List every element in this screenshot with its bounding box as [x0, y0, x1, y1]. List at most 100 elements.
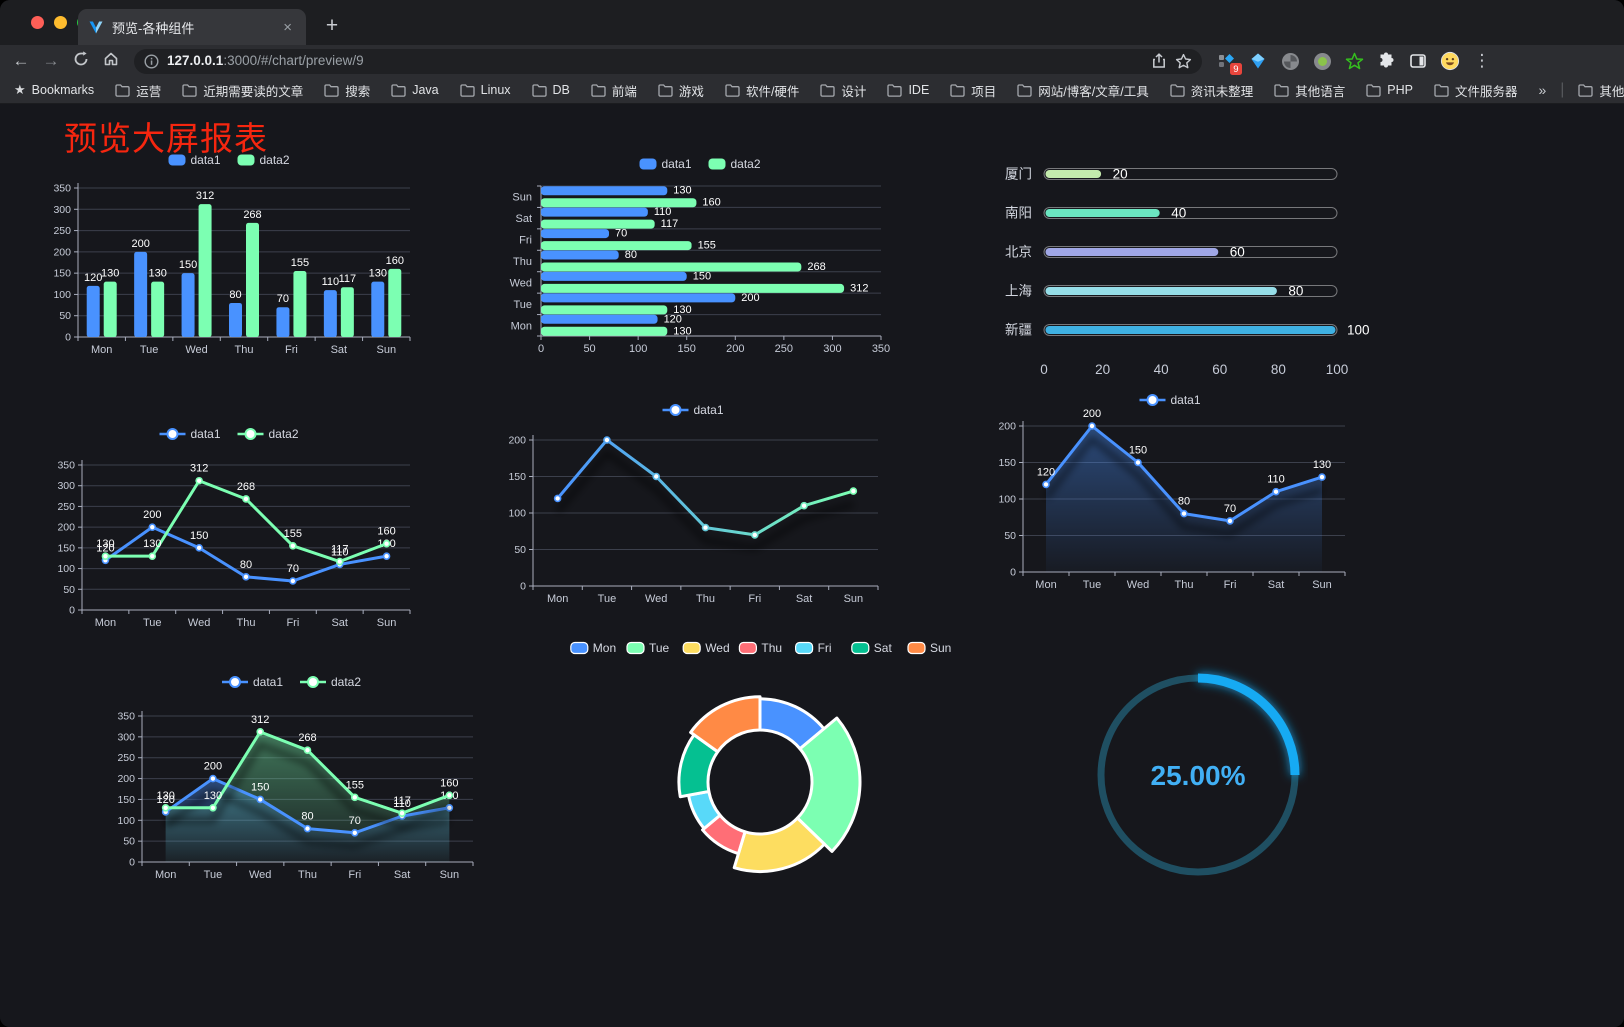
svg-text:Sun: Sun	[440, 869, 460, 881]
area-line-chart[interactable]: 0 50 100 150 200 Mon Tue Wed Thu Fri Sat Sun 120 200 1…	[985, 386, 1357, 600]
svg-text:Sat: Sat	[796, 593, 813, 605]
dashboard-content: 预览大屏报表 0 50 100 150 200 250 300 350 Mon Tue Wed Thu…	[0, 104, 1624, 1027]
svg-text:60: 60	[1230, 245, 1245, 260]
svg-text:200: 200	[726, 343, 744, 355]
grid-extension-icon[interactable]: 9	[1216, 51, 1242, 75]
bookmark-folder[interactable]: 软件/硬件	[725, 81, 799, 100]
svg-text:Wed: Wed	[705, 641, 729, 655]
bookmark-folder[interactable]: Linux	[459, 81, 511, 100]
new-tab-button[interactable]: +	[325, 14, 339, 37]
folder-icon	[658, 83, 673, 97]
svg-text:Mon: Mon	[1035, 579, 1056, 591]
svg-text:70: 70	[277, 293, 289, 305]
svg-text:Tue: Tue	[204, 869, 223, 881]
bookmark-folder[interactable]: DB	[531, 81, 570, 100]
vue-devtools-icon[interactable]	[1248, 51, 1268, 71]
svg-text:0: 0	[69, 605, 75, 617]
svg-text:250: 250	[117, 752, 135, 764]
bookmark-folder[interactable]: 搜索	[324, 81, 370, 100]
city-progress-chart[interactable]: 厦门 20 南阳 40 北京 60 上海 80 新疆 100 0 20 40 60 80 100	[985, 152, 1380, 392]
svg-text:data2: data2	[731, 157, 761, 171]
svg-text:Thu: Thu	[513, 256, 532, 268]
svg-text:150: 150	[117, 794, 135, 806]
svg-text:130: 130	[143, 538, 161, 550]
svg-text:130: 130	[673, 304, 691, 316]
profile-avatar[interactable]	[1440, 51, 1460, 71]
svg-text:新疆: 新疆	[1005, 323, 1032, 338]
bookmark-star-icon[interactable]	[1175, 53, 1192, 70]
browser-tab[interactable]: 预览-各种组件 ×	[78, 9, 306, 45]
bookmark-folder[interactable]: 其他语言	[1274, 81, 1345, 100]
side-panel-icon[interactable]	[1408, 51, 1428, 71]
folder-icon	[1274, 83, 1289, 97]
reload-button[interactable]	[66, 50, 96, 72]
site-info-icon[interactable]	[144, 53, 159, 69]
svg-text:data2: data2	[269, 427, 299, 441]
bookmark-folder[interactable]: 设计	[820, 81, 866, 100]
url-host: 127.0.0.1	[167, 53, 224, 68]
bookmark-folder[interactable]: Java	[391, 81, 439, 100]
svg-text:Thu: Thu	[1175, 579, 1194, 591]
svg-text:Fri: Fri	[286, 617, 299, 629]
record-extension-icon[interactable]	[1312, 51, 1332, 71]
svg-text:Sat: Sat	[515, 213, 532, 225]
puzzle-extensions-icon[interactable]	[1376, 51, 1396, 71]
svg-text:Sun: Sun	[512, 192, 532, 204]
svg-text:Mon: Mon	[547, 593, 568, 605]
svg-text:120: 120	[156, 794, 174, 806]
menu-icon[interactable]: ⋮	[1473, 51, 1491, 70]
double-area-chart[interactable]: 0 50 100 150 200 250 300 350 Mon Tue Wed Thu Fri Sat S…	[100, 668, 485, 892]
svg-text:250: 250	[775, 343, 793, 355]
minimize-window-button[interactable]	[54, 16, 67, 29]
bookmark-folder[interactable]: 网站/博客/文章/工具	[1017, 81, 1149, 100]
svg-text:117: 117	[393, 795, 411, 807]
bookmark-folder[interactable]: 运营	[115, 81, 161, 100]
svg-text:data1: data1	[694, 403, 724, 417]
rose-donut-chart[interactable]: Mon Tue Wed Thu Fri Sat Sun	[540, 634, 980, 896]
svg-text:350: 350	[53, 183, 71, 195]
home-button[interactable]	[96, 51, 126, 72]
bookmark-folder[interactable]: 近期需要读的文章	[182, 81, 303, 100]
svg-text:上海: 上海	[1005, 284, 1032, 299]
green-star-extension-icon[interactable]	[1344, 51, 1364, 71]
close-window-button[interactable]	[31, 16, 44, 29]
grouped-bar-chart[interactable]: 0 50 100 150 200 250 300 350 Mon Tue Wed Thu Fri Sat S…	[40, 146, 420, 365]
page-title: 预览大屏报表	[64, 120, 268, 157]
multi-line-chart[interactable]: 0 50 100 150 200 250 300 350 Mon Tue Wed Thu Fri Sat S…	[40, 420, 420, 640]
url-bar[interactable]: 127.0.0.1:3000/#/chart/preview/9	[134, 48, 1202, 74]
forward-button[interactable]: →	[42, 51, 60, 70]
svg-text:200: 200	[204, 761, 222, 773]
svg-text:0: 0	[1010, 567, 1016, 579]
folder-icon	[1434, 83, 1449, 97]
bookmark-folder[interactable]: IDE	[887, 81, 929, 100]
bookmark-folder[interactable]: 文件服务器	[1434, 81, 1517, 100]
progress-gauge-chart[interactable]: 25.00%	[1088, 646, 1308, 906]
bookmark-folder[interactable]: 前端	[591, 81, 637, 100]
pinwheel-extension-icon[interactable]	[1280, 51, 1300, 71]
svg-text:data1: data1	[191, 427, 221, 441]
svg-text:Fri: Fri	[748, 593, 761, 605]
horizontal-bar-chart[interactable]: 0 50 100 150 200 250 300 350 Sun Sat Fri Thu Wed Tue M…	[505, 150, 897, 364]
other-bookmarks-folder[interactable]: 其他书签	[1578, 81, 1624, 100]
tab-strip: 预览-各种组件 × +	[0, 0, 1624, 45]
svg-text:Sun: Sun	[376, 344, 396, 356]
back-button[interactable]: ←	[12, 51, 30, 70]
svg-text:Tue: Tue	[1083, 579, 1102, 591]
tab-close-button[interactable]: ×	[283, 18, 292, 36]
svg-text:70: 70	[615, 228, 627, 240]
bookmark-folder[interactable]: 项目	[950, 81, 996, 100]
svg-text:200: 200	[998, 421, 1016, 433]
bookmarks-manager[interactable]: ★ Bookmarks	[14, 82, 94, 98]
svg-text:data1: data1	[1171, 393, 1201, 407]
svg-text:Fri: Fri	[818, 641, 832, 655]
bookmark-folder-list: 运营 近期需要读的文章 搜索 Java Linux DB 前端 游戏 软件/硬件 设计 IDE 项目 网…	[115, 81, 1517, 100]
svg-text:110: 110	[654, 206, 672, 218]
bookmarks-overflow-chevron[interactable]: »	[1538, 82, 1547, 98]
folder-icon	[591, 83, 606, 97]
bookmark-folder[interactable]: PHP	[1366, 81, 1413, 100]
gradient-line-chart[interactable]: 0 50 100 150 200 Mon Tue Wed Thu Fri Sat Sun data1	[495, 396, 893, 614]
share-icon[interactable]	[1151, 53, 1167, 69]
folder-icon	[950, 83, 965, 97]
bookmark-folder[interactable]: 资讯未整理	[1170, 81, 1253, 100]
bookmark-folder[interactable]: 游戏	[658, 81, 704, 100]
